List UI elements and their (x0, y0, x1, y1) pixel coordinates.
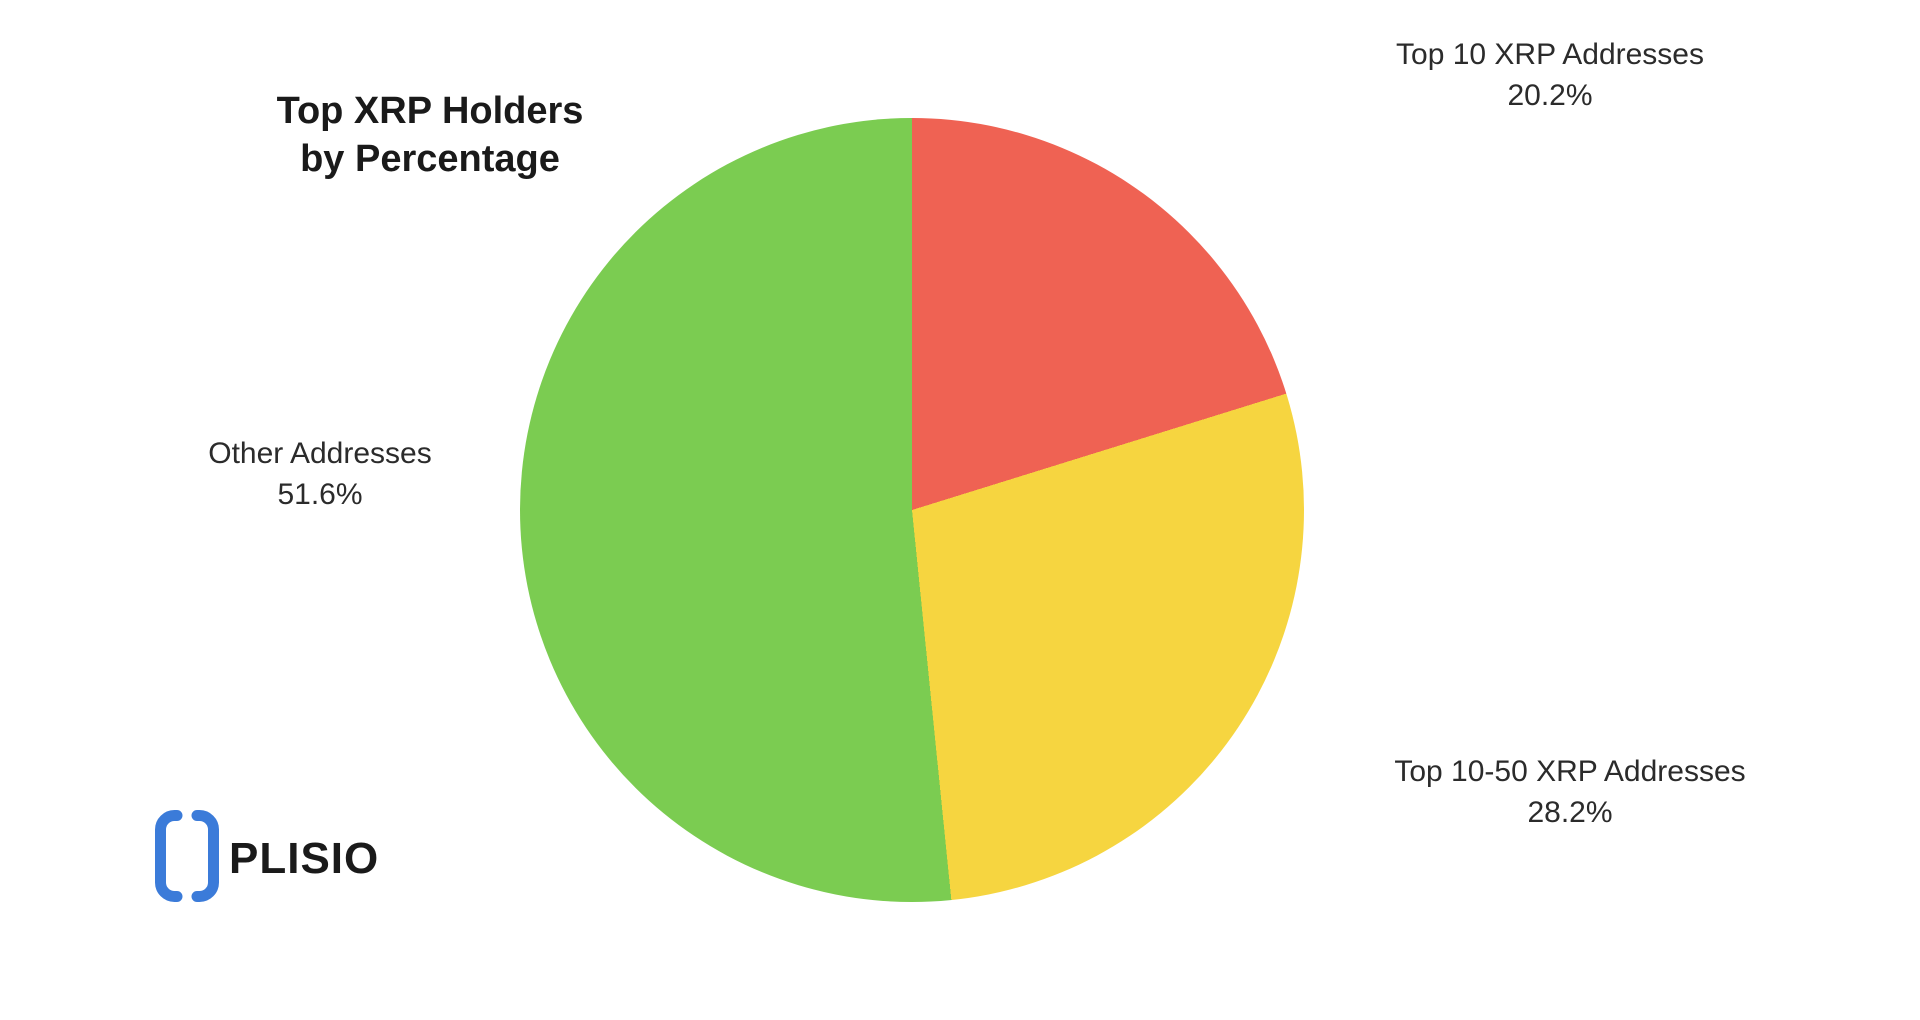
pie-disc (520, 118, 1304, 902)
label-other-name: Other Addresses (208, 437, 431, 470)
label-top10-50: Top 10-50 XRP Addresses 28.2% (1360, 752, 1780, 833)
label-top10: Top 10 XRP Addresses 20.2% (1370, 35, 1730, 116)
chart-canvas: Top XRP Holders by Percentage Top 10 XRP… (0, 0, 1920, 1020)
label-top10-50-name: Top 10-50 XRP Addresses (1394, 755, 1745, 788)
plisio-wordmark: PLISIO (229, 834, 379, 884)
plisio-mark-icon (155, 810, 219, 907)
label-top10-pct: 20.2% (1507, 79, 1592, 112)
label-top10-name: Top 10 XRP Addresses (1396, 38, 1704, 71)
pie-chart (520, 118, 1304, 902)
label-other-pct: 51.6% (277, 478, 362, 511)
brand-logo: PLISIO (155, 810, 379, 907)
label-top10-50-pct: 28.2% (1527, 796, 1612, 829)
label-other: Other Addresses 51.6% (170, 434, 470, 515)
